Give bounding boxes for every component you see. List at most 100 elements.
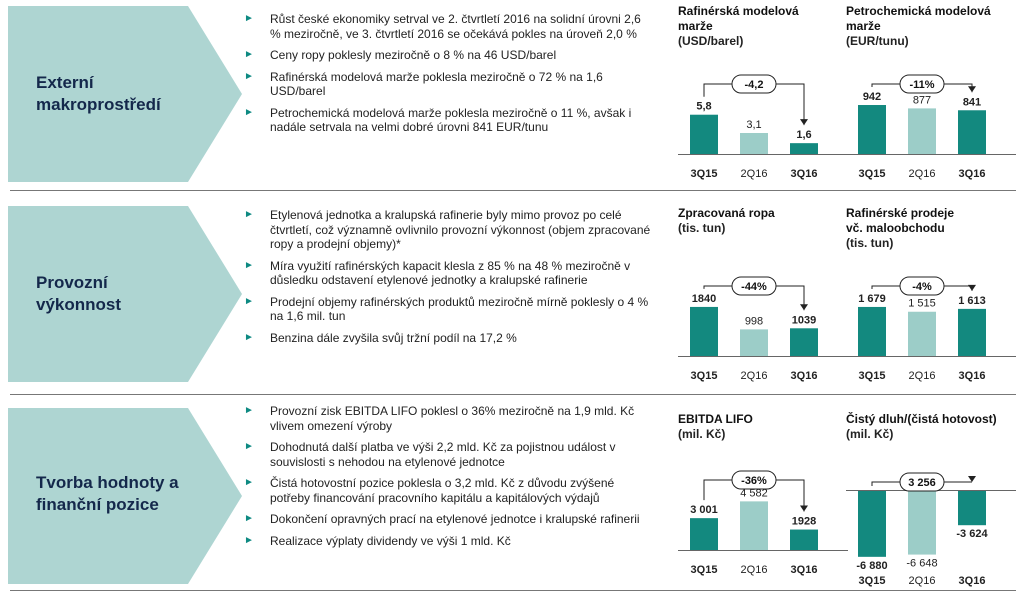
chart-bar [790, 328, 818, 356]
chart-unit: (mil. Kč) [678, 427, 726, 441]
chart-category-label: 3Q15 [691, 168, 718, 180]
chart-change-badge [731, 276, 777, 296]
chart-bar [690, 518, 718, 550]
chart-title: Petrochemická modelová marže (EUR/tunu) [846, 4, 1021, 49]
chart-bar [908, 490, 936, 555]
chart-data-label: 998 [745, 315, 763, 327]
chart-category-label: 3Q15 [859, 370, 886, 382]
chart-bar [908, 311, 936, 356]
bullet-item: ► Dohodnutá další platba ve výši 2,2 mld.… [242, 440, 652, 469]
chevron-shape [8, 206, 242, 382]
bullet-text: Etylenová jednotka a kralupská rafinerie… [270, 208, 651, 251]
chart-title: Rafinérská modelová marže (USD/barel) [678, 4, 853, 49]
chart-category-label: 3Q16 [791, 370, 818, 382]
chart-data-label: 3 001 [690, 504, 718, 516]
bullet-arrow-icon: ► [244, 405, 254, 416]
section-value-creation: Tvorba hodnoty a finanční pozice ► Provoz… [0, 400, 1024, 590]
chart-category-label: 2Q16 [909, 168, 936, 180]
chart-data-label: 3,1 [746, 119, 761, 131]
section-title: Externí makroprostředí [36, 72, 216, 116]
bullet-arrow-icon: ► [244, 295, 254, 307]
chart-title: Čistý dluh/(čistá hotovost) (mil. Kč) [846, 412, 1021, 442]
bullet-item: ► Rafinérská modelová marže poklesla mezi… [242, 70, 652, 99]
chart-change-badge [731, 470, 777, 490]
bullet-text: Provozní zisk EBITDA LIFO poklesl o 36% … [270, 404, 635, 433]
chart-data-label: 4 582 [740, 487, 768, 499]
chart-bar [858, 490, 886, 557]
chart-data-label: 841 [963, 96, 981, 108]
section-title-line: Tvorba hodnoty a [36, 473, 179, 492]
chart-category-label: 2Q16 [741, 370, 768, 382]
section-title-line: Externí [36, 73, 94, 92]
chart-title-line: marže [846, 19, 881, 33]
bullet-text: Prodejní objemy rafinérských produktů me… [270, 294, 649, 324]
chart-bar [958, 110, 986, 154]
chart-category-label: 2Q16 [909, 370, 936, 382]
chart-change-label: -4,2 [745, 79, 764, 91]
chart-category-label: 3Q16 [959, 168, 986, 180]
section-chevron: Tvorba hodnoty a finanční pozice [8, 408, 248, 584]
chart-unit: (mil. Kč) [846, 427, 894, 441]
section-title-line: finanční pozice [36, 495, 159, 514]
bullet-text: Benzina dále zvyšila svůj tržní podíl na… [270, 330, 517, 345]
chart-plot: 3 001 3Q15 4 582 2Q16 1928 3Q16 -36% [678, 470, 848, 576]
chart-category-label: 3Q15 [691, 564, 718, 576]
chart-category-label: 3Q16 [791, 564, 818, 576]
bullet-arrow-icon: ► [244, 534, 254, 546]
chart-change-badge [899, 276, 945, 296]
bullet-text: Dokončení opravných prací na etylenové j… [270, 512, 640, 526]
chart-bar [908, 108, 936, 154]
bullet-item: ► Realizace výplaty dividendy ve výši 1 m… [242, 534, 652, 549]
chart-title: EBITDA LIFO (mil. Kč) [678, 412, 853, 442]
chart-data-label: 1 613 [958, 295, 986, 307]
bullet-text: Míra využití rafinérských kapacit klesla… [270, 258, 631, 288]
bullet-arrow-icon: ► [244, 106, 254, 118]
chart-plot: 1840 3Q15 998 2Q16 1039 3Q16 -44% [678, 276, 848, 382]
chart-title-line: Rafinérské prodeje [846, 206, 955, 220]
section-title-line: makroprostředí [36, 95, 161, 114]
chart-bar [858, 105, 886, 154]
chart-data-label: 877 [913, 94, 931, 106]
section-operations: Provozní výkonnost ► Etylenová jednotka a… [0, 196, 1024, 392]
bullet-list: ► Etylenová jednotka a kralupská rafineri… [242, 208, 652, 352]
section-divider [10, 590, 1016, 591]
section-chevron: Provozní výkonnost [8, 206, 248, 382]
chart-unit: (tis. tun) [678, 221, 726, 235]
bullet-item: ► Růst české ekonomiky setrval ve 2. čtvr… [242, 12, 652, 41]
chart-bar [740, 133, 768, 154]
chart-bar [958, 308, 986, 356]
chart-title-line: vč. maloobchodu [846, 221, 945, 235]
chart-change-label: -36% [741, 475, 767, 487]
bullet-arrow-icon: ► [244, 441, 254, 452]
chart-data-label: 942 [863, 91, 881, 103]
bullet-text: Dohodnutá další platba ve výši 2,2 mld. … [270, 440, 616, 469]
chart-bar [740, 329, 768, 356]
bullet-arrow-icon: ► [244, 70, 254, 82]
chart-bar [858, 306, 886, 356]
chart-unit: (USD/barel) [678, 34, 744, 48]
bullet-item: ► Petrochemická modelová marže poklesla m… [242, 106, 652, 135]
chart-category-label: 3Q16 [959, 370, 986, 382]
bullet-arrow-icon: ► [244, 13, 254, 24]
bullet-arrow-icon: ► [244, 49, 254, 60]
bullet-item: ► Míra využití rafinérských kapacit klesl… [242, 259, 652, 288]
section-title-line: Provozní [36, 273, 108, 292]
chart-title-line: Petrochemická modelová [846, 4, 991, 18]
bullet-text: Rafinérská modelová marže poklesla mezir… [270, 69, 603, 99]
bullet-item: ► Prodejní objemy rafinérských produktů m… [242, 295, 652, 324]
chart-change-label: -11% [909, 79, 934, 91]
chart-plot: 5,8 3Q15 3,1 2Q16 1,6 3Q16 -4,2 [678, 74, 848, 180]
chart-refinery-margin: Rafinérská modelová marže (USD/barel) 5,… [678, 4, 848, 184]
bullet-text: Petrochemická modelová marže poklesla me… [270, 105, 632, 135]
chart-bar [790, 529, 818, 550]
chart-bar [690, 114, 718, 154]
bullet-text: Čistá hotovostní pozice poklesla o 3,2 m… [270, 476, 615, 505]
chart-change-arrow-icon [800, 505, 808, 512]
chart-category-label: 2Q16 [741, 564, 768, 576]
chart-data-label: 1 515 [908, 298, 936, 310]
chart-change-label: -44% [741, 281, 767, 293]
bullet-text: Růst české ekonomiky setrval ve 2. čtvrt… [270, 12, 641, 41]
chart-category-label: 2Q16 [909, 575, 936, 587]
chart-unit: (EUR/tunu) [846, 34, 909, 48]
chart-title-line: Čistý dluh/(čistá hotovost) [846, 412, 997, 426]
